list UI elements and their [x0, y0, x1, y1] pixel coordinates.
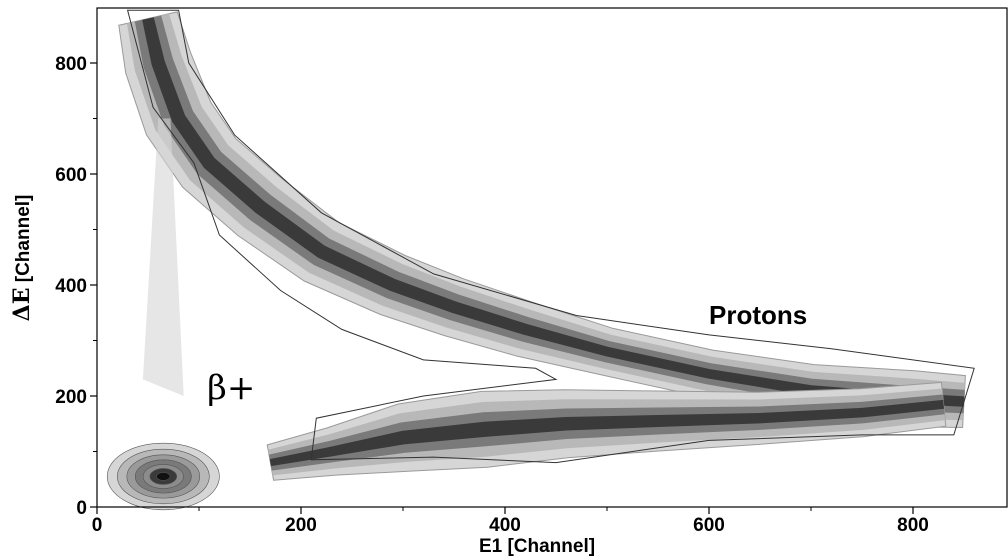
- annotation-protons: Protons: [709, 300, 807, 330]
- ticks-layer: 0 200 400 600 800 0 200 400 600 800: [55, 54, 929, 536]
- gate-polygon-1: [126, 9, 975, 464]
- y-tick-label-400: 400: [55, 276, 87, 297]
- plot-frame: [96, 7, 1008, 508]
- x-tick-label-200: 200: [285, 515, 317, 536]
- annotation-beta-plus: β+: [207, 368, 255, 408]
- x-tick-label-800: 800: [897, 515, 929, 536]
- x-tick-label-400: 400: [489, 515, 521, 536]
- y-axis-title-unit: [Channel]: [13, 195, 34, 288]
- beta-plus-streak: [142, 118, 184, 396]
- x-tick-label-0: 0: [92, 515, 103, 536]
- x-tick-label-600: 600: [693, 515, 725, 536]
- x-axis-title: E1 [Channel]: [479, 536, 595, 557]
- density-layer: [106, 11, 966, 511]
- y-tick-label-600: 600: [55, 165, 87, 186]
- y-axis-title-symbol: ΔE: [9, 288, 35, 322]
- y-tick-label-800: 800: [55, 54, 87, 75]
- density-contour-2-4: [269, 399, 944, 467]
- axes-layer: [96, 7, 1008, 508]
- y-tick-label-0: 0: [76, 498, 87, 519]
- gate-layer: [126, 9, 975, 464]
- y-axis-title: ΔE [Channel]: [9, 195, 35, 322]
- y-tick-label-200: 200: [55, 387, 87, 408]
- beta-plus-contour-7: [156, 472, 171, 481]
